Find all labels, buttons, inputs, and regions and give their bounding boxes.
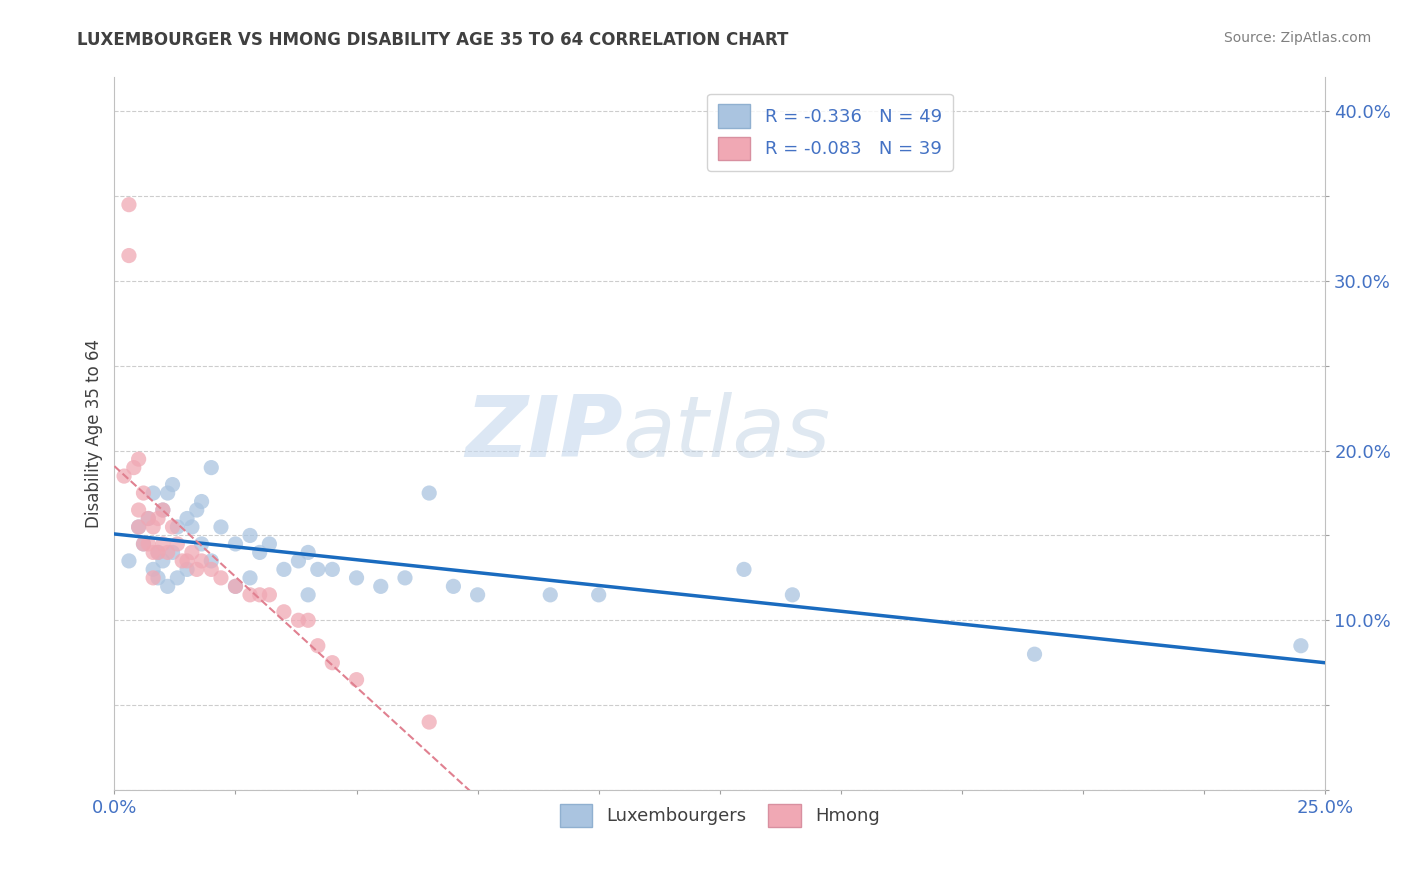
Point [321,656,343,670]
Point [239,528,262,542]
Point [156,486,179,500]
Point [180,545,202,559]
Text: Source: ZipAtlas.com: Source: ZipAtlas.com [1223,31,1371,45]
Point [588,588,610,602]
Point [142,545,165,559]
Point [118,197,141,211]
Point [142,571,165,585]
Point [152,503,174,517]
Point [176,511,198,525]
Point [146,571,169,585]
Point [249,588,271,602]
Point [186,503,208,517]
Point [176,554,198,568]
Point [146,545,169,559]
Point [307,562,329,576]
Point [146,511,169,525]
Point [297,588,319,602]
Point [136,537,159,551]
Point [156,545,179,559]
Point [370,579,392,593]
Point [224,579,246,593]
Point [162,477,184,491]
Point [190,494,212,508]
Point [132,537,155,551]
Point [122,460,145,475]
Point [209,520,232,534]
Point [162,545,184,559]
Point [152,503,174,517]
Point [249,545,271,559]
Point [297,545,319,559]
Text: atlas: atlas [623,392,831,475]
Point [162,520,184,534]
Point [152,537,174,551]
Point [239,571,262,585]
Point [733,562,755,576]
Point [782,588,804,602]
Point [239,588,262,602]
Point [441,579,464,593]
Point [166,520,188,534]
Point [128,520,150,534]
Point [224,579,246,593]
Point [200,562,222,576]
Point [346,673,368,687]
Point [200,554,222,568]
Point [1024,647,1046,661]
Point [321,562,343,576]
Point [128,503,150,517]
Point [200,460,222,475]
Point [142,486,165,500]
Point [176,562,198,576]
Point [1289,639,1312,653]
Point [346,571,368,585]
Point [152,554,174,568]
Point [538,588,561,602]
Text: LUXEMBOURGER VS HMONG DISABILITY AGE 35 TO 64 CORRELATION CHART: LUXEMBOURGER VS HMONG DISABILITY AGE 35 … [77,31,789,49]
Point [259,588,281,602]
Point [297,613,319,627]
Point [273,605,295,619]
Point [146,545,169,559]
Point [190,537,212,551]
Point [156,579,179,593]
Point [112,469,135,483]
Point [259,537,281,551]
Point [128,452,150,467]
Point [190,554,212,568]
Y-axis label: Disability Age 35 to 64: Disability Age 35 to 64 [86,339,103,528]
Point [186,562,208,576]
Point [136,511,159,525]
Point [287,554,309,568]
Legend: Luxembourgers, Hmong: Luxembourgers, Hmong [553,797,887,834]
Point [180,520,202,534]
Text: ZIP: ZIP [465,392,623,475]
Point [132,537,155,551]
Point [142,520,165,534]
Point [166,537,188,551]
Point [172,554,194,568]
Point [418,714,440,729]
Point [418,486,440,500]
Point [132,486,155,500]
Point [307,639,329,653]
Point [128,520,150,534]
Point [118,249,141,263]
Point [394,571,416,585]
Point [142,562,165,576]
Point [224,537,246,551]
Point [166,571,188,585]
Point [118,554,141,568]
Point [209,571,232,585]
Point [136,511,159,525]
Point [287,613,309,627]
Point [273,562,295,576]
Point [467,588,489,602]
